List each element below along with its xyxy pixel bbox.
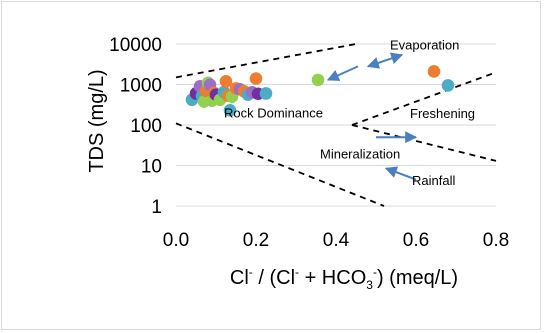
arrow [326, 65, 359, 81]
annotation-label: Mineralization [320, 146, 400, 161]
boundary-line [175, 122, 385, 207]
x-axis-title-superscript: - [249, 265, 253, 279]
y-tick-label: 100 [130, 116, 162, 137]
data-point [249, 72, 263, 85]
data-point [259, 87, 273, 100]
gridlines [176, 43, 496, 207]
data-point [219, 74, 233, 88]
y-tick-label: 10 [141, 157, 162, 178]
data-point [223, 104, 237, 117]
y-tick-label: 10000 [109, 35, 162, 56]
arrows [326, 52, 418, 181]
arrow [384, 166, 417, 181]
x-tick-label: 0.8 [483, 230, 509, 251]
boundary-line [351, 124, 497, 162]
x-axis-title-part: + HCO [299, 267, 366, 289]
x-tick-label: 0.4 [323, 230, 350, 251]
x-axis-title-subscript: 3 [366, 278, 373, 292]
y-tick-label: 1000 [120, 76, 162, 97]
boundary-line [351, 71, 497, 126]
x-axis-title-superscript: - [373, 265, 377, 279]
y-tick-label: 1 [151, 197, 162, 218]
arrow [366, 52, 404, 69]
x-tick-label: 0.0 [163, 230, 189, 251]
annotation-label: Freshening [410, 106, 475, 121]
x-axis-title-part: Cl [230, 267, 249, 289]
boundary-line [175, 43, 357, 79]
x-tick-label: 0.2 [243, 230, 269, 251]
annotation-label: Rainfall [412, 173, 455, 188]
data-point [441, 79, 455, 92]
annotation-label: Evaporation [390, 37, 459, 52]
data-point [311, 73, 325, 87]
x-axis-title: Cl- / (Cl- + HCO3-) (meq/L) [230, 265, 458, 292]
x-tick-label: 0.6 [403, 230, 429, 251]
annotation-label: Rock Dominance [224, 105, 323, 120]
data-points [185, 65, 455, 117]
boundary-lines [175, 43, 497, 207]
data-point [427, 65, 441, 78]
x-axis-title-part: / (Cl [253, 267, 295, 289]
tick-labels: 1 10 100 1000 10000 0.0 0.2 0.4 0.6 0.8 [109, 35, 509, 251]
annotations: Evaporation Rock Dominance Freshening Miner… [224, 37, 475, 188]
y-axis-title: TDS (mg/L) [86, 69, 108, 172]
x-axis-title-superscript: - [295, 265, 299, 279]
x-axis-title-part: ) (meq/L) [377, 267, 458, 289]
